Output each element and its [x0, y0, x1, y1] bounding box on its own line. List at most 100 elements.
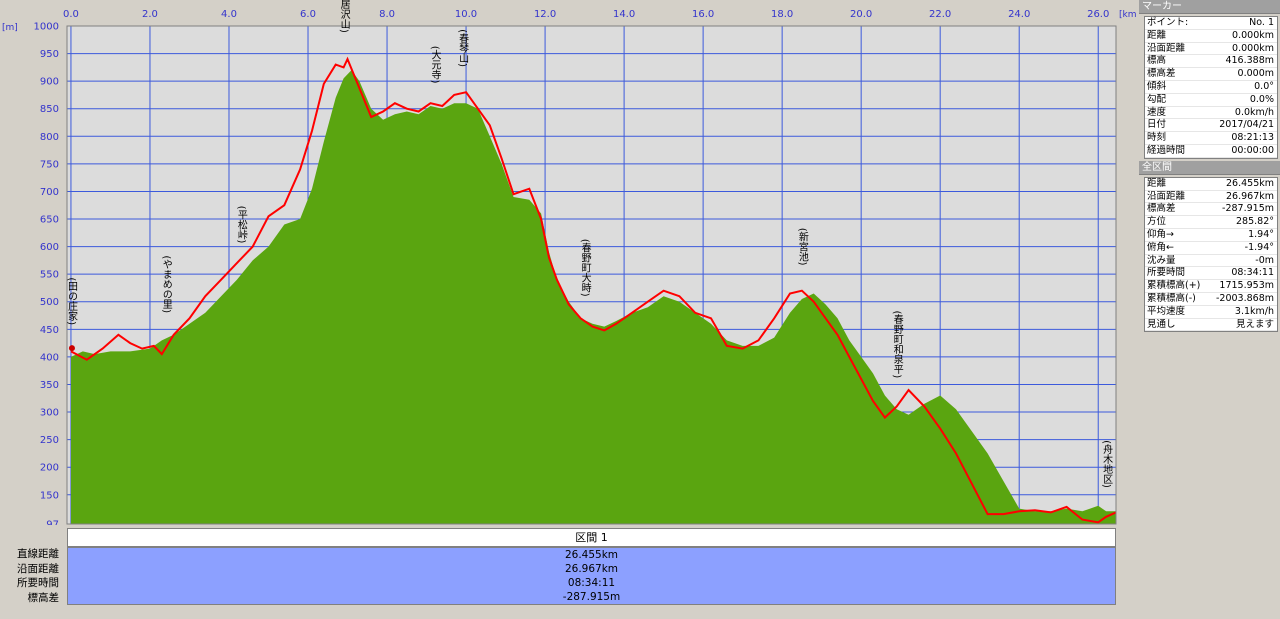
x-tick-label: 14.0 [613, 9, 635, 20]
marker-row: 沿面距離 0.000km [1145, 43, 1277, 56]
row-label: 標高差 [1147, 68, 1176, 80]
total-row: 累積標高(+) 1715.953m [1145, 280, 1277, 293]
marker-label: (鳥居沢山) [338, 0, 350, 33]
x-tick-label: 16.0 [692, 9, 714, 20]
marker-label: (春野町大時) [579, 239, 591, 297]
x-tick-label: 12.0 [534, 9, 556, 20]
row-label: 俯角← [1147, 241, 1174, 253]
segment-label: 直線距離 [17, 548, 59, 560]
total-row: 距離 26.455km [1145, 178, 1277, 191]
x-tick-label: 20.0 [850, 9, 872, 20]
y-tick-label: 200 [40, 463, 59, 474]
x-axis-unit: [km] [1119, 10, 1136, 20]
x-tick-label: 18.0 [771, 9, 793, 20]
x-tick-label: 4.0 [221, 9, 237, 20]
segment-values: 26.455km 26.967km 08:34:11 -287.915m [67, 547, 1116, 605]
marker-label: (新宮池) [796, 228, 808, 266]
total-row: 所要時間 08:34:11 [1145, 267, 1277, 281]
x-axis-ticks: 0.0 2.0 4.0 6.0 8.0 10.0 12.0 14.0 16.0 18.0 20.0 2… [63, 9, 1109, 20]
row-label: 勾配 [1147, 93, 1167, 105]
y-tick-label: 97 [46, 520, 59, 526]
y-tick-label: 1000 [34, 22, 59, 33]
marker-label: (春琴山) [457, 29, 469, 67]
row-label: 累積標高(+) [1147, 280, 1201, 292]
segment-labels: 直線距離 沿面距離 所要時間 標高差 [0, 547, 65, 605]
row-value: 見えます [1235, 318, 1274, 330]
total-row: 沿面距離 26.967km [1145, 191, 1277, 204]
row-value: 1715.953m [1219, 280, 1274, 292]
marker-row: 標高 416.388m [1145, 55, 1277, 69]
row-label: 沿面距離 [1147, 190, 1186, 202]
y-tick-label: 650 [40, 215, 59, 226]
marker-panel: ポイント: No. 1 距離 0.000km 沿面距離 0.000km 標高 416.3… [1144, 16, 1278, 159]
segment-header: 区間 1 [67, 528, 1116, 547]
plot-border [66, 25, 1117, 525]
y-tick-label: 800 [40, 132, 59, 143]
row-label: 距離 [1147, 177, 1167, 189]
total-panel: 距離 26.455km 沿面距離 26.967km 標高差 -287.915m 方位 2… [1144, 176, 1278, 333]
row-value: 416.388m [1225, 55, 1274, 67]
y-tick-label: 850 [40, 104, 59, 115]
total-panel-title: 全区間 [1139, 160, 1280, 175]
segment-label: 沿面距離 [17, 562, 59, 575]
route-elevation-line [70, 56, 1117, 524]
marker-label: (やまめの里) [160, 255, 172, 313]
x-tick-label: 24.0 [1008, 9, 1030, 20]
total-row: 俯角← -1.94° [1145, 242, 1277, 255]
row-label: 所要時間 [1147, 267, 1186, 279]
row-value: -2003.868m [1215, 292, 1274, 304]
row-value: 2017/04/21 [1219, 119, 1274, 131]
x-tick-label: 26.0 [1087, 9, 1109, 20]
segment-value: 08:34:11 [567, 577, 616, 589]
row-value: 08:21:13 [1231, 132, 1274, 144]
segment-value: 26.967km [564, 563, 619, 575]
row-label: 累積標高(-) [1147, 292, 1196, 304]
total-row: 標高差 -287.915m [1145, 203, 1277, 217]
row-label: 時刻 [1147, 132, 1167, 144]
total-row: 見通し 見えます [1145, 319, 1277, 332]
row-value: 26.455km [1226, 177, 1274, 189]
row-label: 経過時間 [1147, 144, 1186, 156]
row-label: 平均速度 [1147, 305, 1186, 317]
segment-label: 所要時間 [17, 577, 59, 589]
elevation-profile-chart[interactable]: 0.0 2.0 4.0 6.0 8.0 10.0 12.0 14.0 16.0 18.0 20.0 2… [0, 0, 1136, 525]
marker-label: (春野町和泉平) [891, 311, 903, 379]
row-label: 仰角→ [1147, 228, 1174, 240]
total-row: 平均速度 3.1km/h [1145, 306, 1277, 319]
row-label: 見通し [1147, 318, 1176, 330]
marker-row: ポイント: No. 1 [1145, 17, 1277, 30]
y-tick-label: 450 [40, 325, 59, 336]
row-value: 0.000km [1232, 42, 1274, 54]
row-value: 00:00:00 [1231, 144, 1274, 156]
marker-label: (大元寺) [429, 46, 441, 84]
y-tick-label: 150 [40, 490, 59, 501]
y-tick-label: 950 [40, 49, 59, 60]
row-label: 傾斜 [1147, 80, 1167, 92]
row-value: 0.0km/h [1234, 106, 1274, 118]
row-value: 0.0° [1254, 80, 1274, 92]
row-value: 1.94° [1248, 228, 1274, 240]
row-value: 0.0% [1249, 93, 1274, 105]
row-value: 3.1km/h [1234, 305, 1274, 317]
x-tick-label: 10.0 [455, 9, 477, 20]
row-label: 沿面距離 [1147, 42, 1186, 54]
y-tick-label: 550 [40, 270, 59, 281]
x-tick-label: 0.0 [63, 9, 79, 20]
segment-value: 26.455km [564, 549, 619, 561]
segment-label: 標高差 [27, 591, 60, 604]
row-label: 速度 [1147, 106, 1167, 118]
row-value: -1.94° [1244, 241, 1274, 253]
y-tick-label: 500 [40, 297, 59, 308]
x-tick-label: 22.0 [929, 9, 951, 20]
y-tick-label: 750 [40, 159, 59, 170]
marker-panel-title: マーカー [1139, 0, 1280, 14]
x-tick-label: 8.0 [379, 9, 395, 20]
total-row: 沈み量 -0m [1145, 255, 1277, 268]
marker-label: (田の庄家) [66, 277, 78, 325]
x-tick-label: 2.0 [142, 9, 158, 20]
row-value: -287.915m [1222, 203, 1274, 215]
row-label: ポイント: [1147, 17, 1189, 28]
start-point-marker[interactable] [68, 345, 75, 352]
marker-row: 速度 0.0km/h [1145, 107, 1277, 120]
row-value: 285.82° [1236, 216, 1274, 228]
